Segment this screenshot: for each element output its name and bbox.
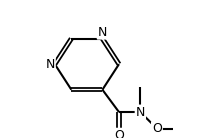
- Text: N: N: [45, 58, 55, 71]
- Text: O: O: [152, 122, 162, 135]
- Text: N: N: [98, 26, 107, 39]
- Text: N: N: [136, 106, 145, 119]
- Text: O: O: [114, 129, 124, 138]
